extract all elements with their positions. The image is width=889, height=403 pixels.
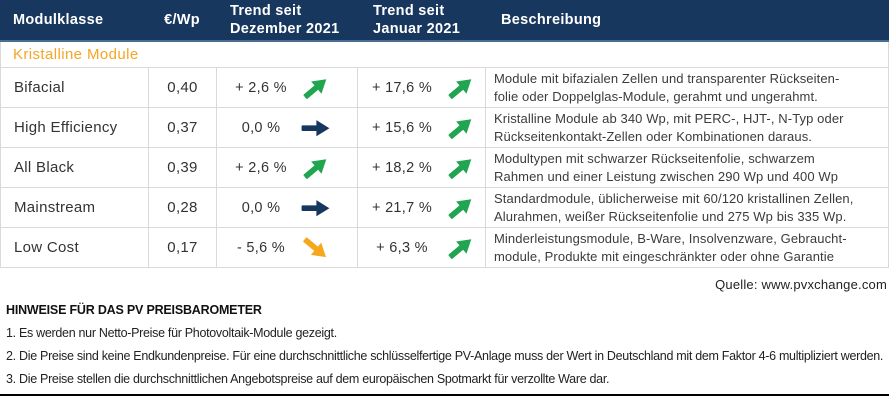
trend-arrow-wrap: [442, 193, 478, 223]
trend-since-january-cell: + 15,6 %: [358, 108, 486, 147]
table-body: Bifacial 0,40 + 2,6 % + 17,6 % Module mit bi…: [1, 68, 889, 268]
trend-january-value: + 6,3 %: [376, 239, 428, 256]
trend-arrow-wrap: [297, 113, 333, 143]
note-item: 3. Die Preise stellen die durchschnittli…: [6, 372, 610, 386]
trend-since-december-cell: - 5,6 %: [217, 228, 358, 267]
module-class-name: All Black: [1, 148, 149, 187]
source-credit: Quelle: www.pvxchange.com: [715, 277, 887, 292]
note-item: 1. Es werden nur Netto-Preise für Photov…: [6, 326, 337, 340]
module-description: Kristalline Module ab 340 Wp, mit PERC-,…: [486, 108, 889, 147]
module-description: Module mit bifazialen Zellen und transpa…: [486, 68, 889, 107]
trend-since-january-cell: + 6,3 %: [358, 228, 486, 267]
trend-arrow-wrap: [442, 73, 478, 103]
notes-list: 1. Es werden nur Netto-Preise für Photov…: [0, 326, 889, 386]
price-eur-wp-value: 0,40: [149, 68, 217, 107]
trend-up-arrow: [303, 78, 326, 99]
table-row: Mainstream 0,28 0,0 % + 21,7 % Standardmodul…: [1, 188, 889, 228]
section-row-kristalline-module: Kristalline Module: [1, 42, 889, 68]
notes-heading: HINWEISE FÜR DAS PV PREISBAROMETER: [6, 303, 262, 317]
trend-arrow-wrap: [442, 113, 478, 143]
header-price-eur-wp: €/Wp: [164, 12, 200, 28]
trend-up-arrow: [448, 158, 471, 179]
note-item: 2. Die Preise sind keine Endkundenpreise…: [6, 349, 884, 363]
header-trend-december: Trend seit Dezember 2021: [230, 3, 340, 37]
trend-december-value: - 5,6 %: [236, 239, 286, 256]
trend-since-january-cell: + 18,2 %: [358, 148, 486, 187]
header-accent-line: [0, 40, 889, 42]
trend-january-value: + 15,6 %: [371, 119, 433, 136]
trend-january-value: + 21,7 %: [371, 199, 433, 216]
trend-arrow-wrap: [297, 153, 333, 183]
trend-arrow-wrap: [297, 193, 333, 223]
trend-december-value: + 2,6 %: [235, 79, 287, 96]
trend-down-arrow: [302, 236, 326, 257]
table-row: Bifacial 0,40 + 2,6 % + 17,6 % Module mit bi…: [1, 68, 889, 108]
table-row: Low Cost 0,17 - 5,6 % + 6,3 % Minderleistung…: [1, 228, 889, 268]
module-description: Modultypen mit schwarzer Rückseitenfolie…: [486, 148, 889, 187]
trend-since-december-cell: 0,0 %: [217, 188, 358, 227]
header-trend-january: Trend seit Januar 2021: [373, 3, 461, 37]
trend-arrow-wrap: [442, 233, 478, 263]
table-header-row: Modulklasse €/Wp Trend seit Dezember 202…: [0, 0, 889, 40]
trend-since-december-cell: + 2,6 %: [217, 148, 358, 187]
module-description: Standardmodule, üblicherweise mit 60/120…: [486, 188, 889, 227]
trend-december-value: 0,0 %: [241, 199, 281, 216]
module-description: Minderleistungsmodule, B-Ware, Insolvenz…: [486, 228, 889, 267]
trend-since-december-cell: 0,0 %: [217, 108, 358, 147]
trend-since-december-cell: + 2,6 %: [217, 68, 358, 107]
header-module-class: Modulklasse: [13, 12, 104, 28]
trend-up-arrow: [303, 158, 326, 179]
trend-arrow-wrap: [442, 153, 478, 183]
table-row: All Black 0,39 + 2,6 % + 18,2 % Modultypen m…: [1, 148, 889, 188]
bottom-divider: [0, 394, 889, 396]
trend-december-value: 0,0 %: [241, 119, 281, 136]
trend-arrow-wrap: [297, 233, 333, 263]
trend-arrow-wrap: [297, 73, 333, 103]
trend-flat-arrow: [301, 199, 329, 216]
module-class-name: Mainstream: [1, 188, 149, 227]
trend-january-value: + 17,6 %: [371, 79, 433, 96]
trend-up-arrow: [448, 78, 471, 99]
trend-since-january-cell: + 17,6 %: [358, 68, 486, 107]
trend-up-arrow: [448, 118, 471, 139]
price-eur-wp-value: 0,39: [149, 148, 217, 187]
price-eur-wp-value: 0,37: [149, 108, 217, 147]
header-description: Beschreibung: [501, 12, 602, 28]
trend-december-value: + 2,6 %: [235, 159, 287, 176]
price-eur-wp-value: 0,17: [149, 228, 217, 267]
module-class-name: Bifacial: [1, 68, 149, 107]
module-class-name: Low Cost: [1, 228, 149, 267]
trend-since-january-cell: + 21,7 %: [358, 188, 486, 227]
price-eur-wp-value: 0,28: [149, 188, 217, 227]
table-row: High Efficiency 0,37 0,0 % + 15,6 % Kristall…: [1, 108, 889, 148]
trend-flat-arrow: [301, 119, 329, 136]
trend-january-value: + 18,2 %: [371, 159, 433, 176]
price-table: Modulklasse €/Wp Trend seit Dezember 202…: [0, 0, 889, 268]
trend-up-arrow: [448, 238, 471, 259]
trend-up-arrow: [448, 198, 471, 219]
module-class-name: High Efficiency: [1, 108, 149, 147]
